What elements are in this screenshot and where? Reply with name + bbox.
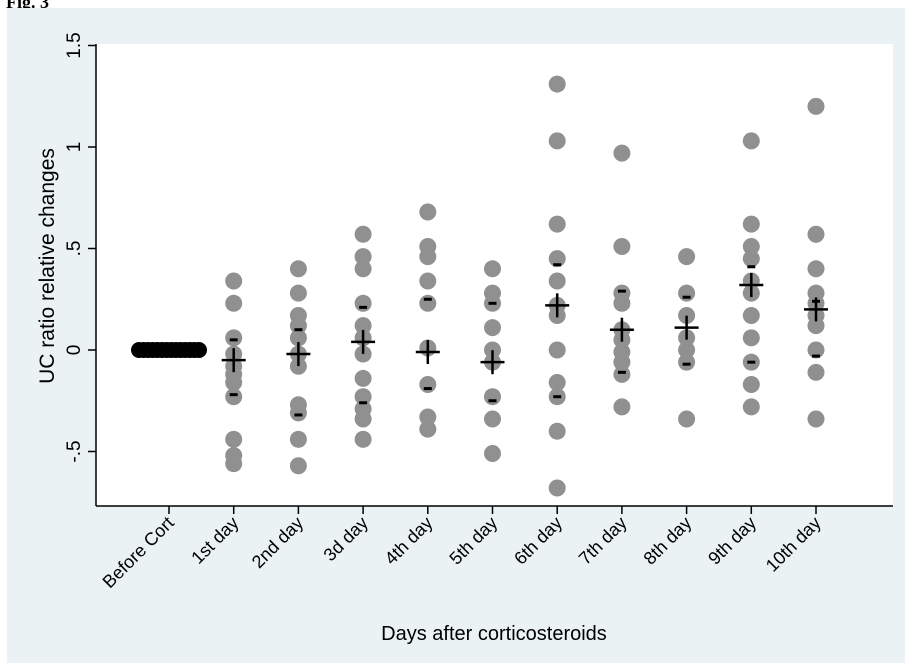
- data-point: [289, 457, 307, 475]
- data-point: [613, 365, 631, 383]
- data-point: [225, 294, 243, 312]
- data-point: [678, 341, 696, 359]
- data-point: [225, 329, 243, 347]
- data-point: [548, 422, 566, 440]
- x-tick-label: 2nd day: [248, 513, 307, 572]
- data-point: [807, 341, 825, 359]
- data-point: [225, 388, 243, 406]
- x-tick-label: 10th day: [762, 513, 825, 576]
- data-point: [742, 329, 760, 347]
- data-point: [419, 272, 437, 290]
- data-point: [548, 479, 566, 497]
- data-point: [354, 369, 372, 387]
- data-point: [354, 430, 372, 448]
- data-point: [548, 250, 566, 268]
- data-point: [548, 215, 566, 233]
- data-point: [742, 398, 760, 416]
- data-point: [678, 353, 696, 371]
- data-point: [484, 410, 501, 428]
- data-point: [742, 306, 760, 324]
- data-point: [354, 294, 372, 312]
- y-tick-label: 1.5: [64, 32, 85, 58]
- data-point: [354, 410, 372, 428]
- data-point: [484, 388, 501, 406]
- data-point: [289, 329, 307, 347]
- data-point: [354, 225, 372, 243]
- data-point: [613, 144, 631, 162]
- data-point: [289, 284, 307, 302]
- data-point: [419, 408, 437, 426]
- data-point: [289, 260, 307, 278]
- data-point: [354, 260, 372, 278]
- x-tick-label: 3d day: [320, 513, 372, 565]
- data-point: [354, 248, 372, 266]
- y-tick-label: 1: [64, 142, 85, 153]
- data-point: [742, 237, 760, 255]
- x-axis-label: Days after corticosteroids: [381, 623, 607, 645]
- data-point: [419, 420, 437, 438]
- x-axis: Before Cort 1st day 2nd day 3d day 4th day 5t…: [99, 506, 825, 592]
- x-tick-label: 8th day: [640, 513, 696, 569]
- data-point: [678, 284, 696, 302]
- data-point: [807, 363, 825, 381]
- data-point: [191, 342, 207, 358]
- data-point: [613, 294, 631, 312]
- data-point: [484, 445, 501, 463]
- y-tick-label: 0: [64, 345, 85, 356]
- data-point: [807, 225, 825, 243]
- data-point: [613, 353, 631, 371]
- data-point: [419, 203, 437, 221]
- data-point: [678, 248, 696, 266]
- data-point: [742, 215, 760, 233]
- x-tick-label: 4th day: [381, 513, 437, 569]
- data-point: [548, 132, 566, 150]
- x-tick-label: 9th day: [704, 513, 760, 569]
- data-point: [225, 455, 243, 473]
- data-point: [419, 294, 437, 312]
- data-point: [225, 373, 243, 391]
- data-point: [678, 410, 696, 428]
- data-point: [484, 341, 501, 359]
- data-point: [807, 317, 825, 335]
- data-point: [678, 306, 696, 324]
- chart-marks: [131, 75, 828, 497]
- data-point: [742, 250, 760, 268]
- data-point: [548, 373, 566, 391]
- data-point: [548, 75, 566, 93]
- x-tick-label: 7th day: [575, 513, 631, 569]
- x-tick-label: Before Cort: [99, 513, 178, 592]
- data-point: [289, 430, 307, 448]
- data-point: [613, 237, 631, 255]
- data-point: [807, 97, 825, 115]
- data-point: [548, 341, 566, 359]
- data-point: [289, 357, 307, 375]
- data-point: [419, 376, 437, 394]
- data-point: [613, 398, 631, 416]
- y-axis: -.5 0 .5 1 1.5: [64, 32, 96, 463]
- data-point: [807, 260, 825, 278]
- y-tick-label: .5: [64, 241, 85, 257]
- x-tick-label: 6th day: [510, 513, 566, 569]
- data-point: [742, 376, 760, 394]
- x-tick-label: 5th day: [445, 513, 501, 569]
- data-point: [225, 430, 243, 448]
- x-tick-label: 1st day: [187, 513, 242, 568]
- data-point: [225, 272, 243, 290]
- data-point: [354, 388, 372, 406]
- data-point: [289, 404, 307, 422]
- data-point: [742, 132, 760, 150]
- data-point: [484, 260, 501, 278]
- data-point: [548, 272, 566, 290]
- data-point: [484, 319, 501, 337]
- data-point: [419, 248, 437, 266]
- data-point: [807, 410, 825, 428]
- data-point: [354, 317, 372, 335]
- y-axis-label: UC ratio relative changes: [36, 148, 59, 384]
- data-point: [354, 345, 372, 363]
- data-point: [289, 317, 307, 335]
- y-tick-label: -.5: [64, 440, 85, 462]
